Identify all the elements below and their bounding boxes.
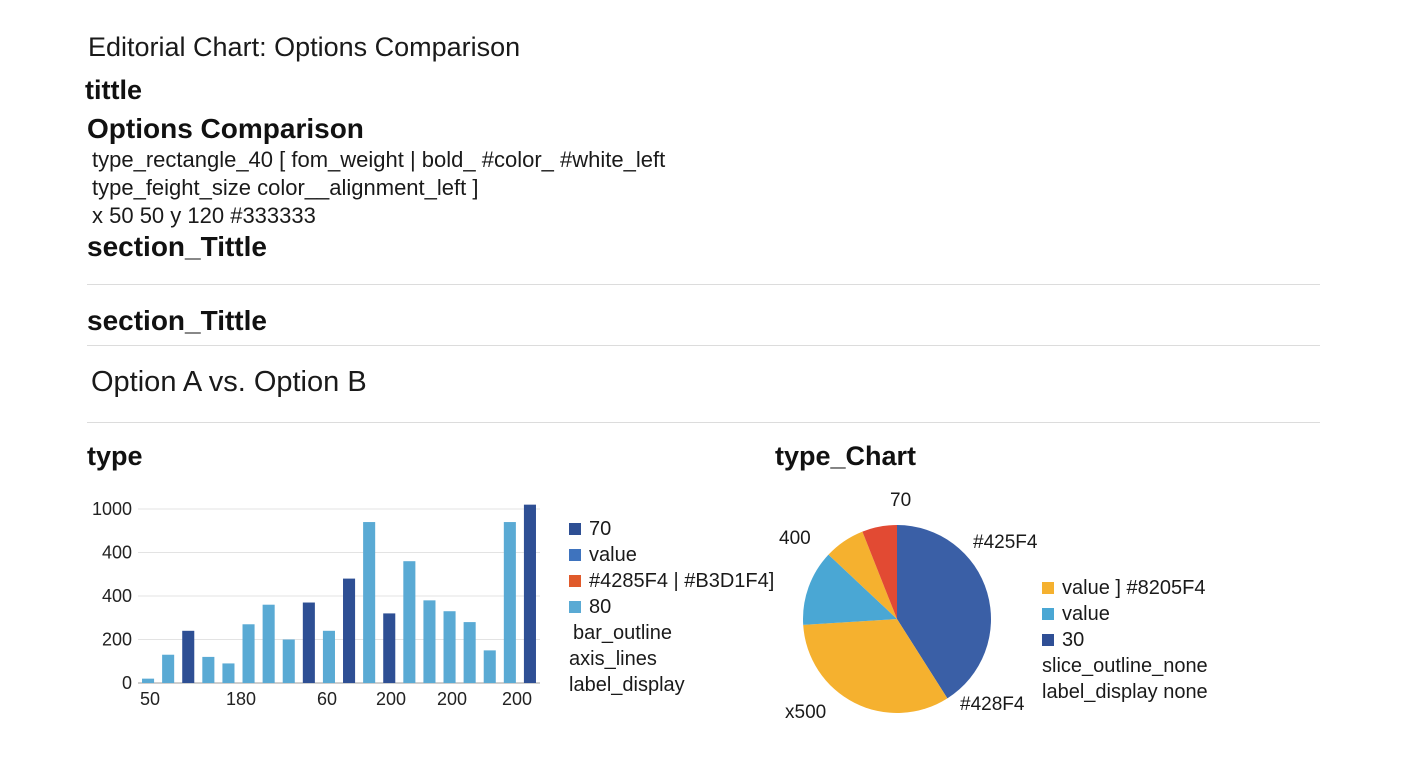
bar <box>363 522 376 683</box>
x-tick-label: 50 <box>140 689 160 709</box>
bar <box>202 656 215 683</box>
divider <box>87 284 1320 285</box>
legend-note: axis_lines <box>569 648 657 670</box>
legend-note: bar_outline <box>573 622 672 644</box>
bar <box>322 630 335 683</box>
legend-label: value ] #8205F4 <box>1062 577 1206 599</box>
bar <box>403 561 416 683</box>
pie-label: x500 <box>785 702 827 723</box>
y-tick-label: 400 <box>102 586 132 606</box>
legend-note: slice_outline_none <box>1042 655 1208 677</box>
bar <box>182 630 195 683</box>
main-title: Options Comparison <box>87 113 364 144</box>
legend-note: label_display none <box>1042 681 1208 703</box>
legend-item: value ] #8205F4 <box>1042 575 1208 601</box>
legend-swatch <box>1042 582 1054 594</box>
legend-item: 30 <box>1042 627 1208 653</box>
pie-slice <box>862 525 897 619</box>
section-title: section_Tittle <box>87 305 267 336</box>
y-tick-label: 200 <box>102 630 132 650</box>
bar <box>282 639 295 683</box>
header-title: Editorial Chart: Options Comparison <box>88 32 521 62</box>
legend-label: value <box>1062 603 1110 625</box>
legend-swatch <box>569 549 581 561</box>
bar <box>503 522 516 683</box>
legend-note: label_display <box>569 674 685 696</box>
bar <box>142 678 155 683</box>
legend-item: 80 <box>569 594 774 620</box>
legend-item: value <box>569 542 774 568</box>
bar <box>443 611 456 683</box>
pie-chart-heading: type_Chart <box>775 441 917 471</box>
legend-swatch <box>569 523 581 535</box>
legend-label: 80 <box>589 596 612 618</box>
pie-label: 70 <box>890 490 912 511</box>
pie-label: #428F4 <box>960 694 1025 715</box>
spec-line: type_rectangle_40 [ fom_weight | bold_ #… <box>92 147 666 172</box>
y-tick-label: 1000 <box>92 499 132 519</box>
legend-label: value <box>589 544 637 566</box>
bar <box>343 578 356 683</box>
pie-label: 400 <box>779 528 811 549</box>
bar <box>162 654 175 683</box>
section-title: section_Tittle <box>87 231 267 262</box>
bar <box>262 604 275 683</box>
pie-slice <box>803 619 948 713</box>
chart-subtitle: Option A vs. Option B <box>91 366 367 398</box>
legend-swatch <box>569 575 581 587</box>
bar <box>483 650 496 683</box>
legend-label: #4285F4 | #B3D1F4] <box>589 570 775 592</box>
legend-label: 70 <box>589 518 612 540</box>
pie-slice <box>897 525 991 699</box>
x-tick-label: 200 <box>437 689 467 709</box>
bar-legend: 70 value #4285F4 | #B3D1F4] 80 bar_outli… <box>569 516 774 698</box>
bar <box>463 622 476 683</box>
x-tick-label: 180 <box>226 689 256 709</box>
pie-legend: value ] #8205F4 value 30 slice_outline_n… <box>1042 575 1208 705</box>
bar <box>222 663 235 683</box>
legend-label: 30 <box>1062 629 1085 651</box>
divider <box>87 345 1320 346</box>
divider <box>87 422 1320 423</box>
label-tittle: tittle <box>85 75 142 105</box>
x-tick-label: 200 <box>502 689 532 709</box>
legend-swatch <box>569 601 581 613</box>
y-tick-label: 400 <box>102 543 132 563</box>
spec-line: x 50 50 y 120 #333333 <box>92 203 316 228</box>
spec-line: type_feight_size color__alignment_left ] <box>92 175 479 200</box>
pie-slice <box>803 554 897 625</box>
legend-swatch <box>1042 608 1054 620</box>
x-tick-label: 200 <box>376 689 406 709</box>
bar <box>302 602 315 683</box>
bar-chart-heading: type <box>87 441 143 471</box>
legend-item: 70 <box>569 516 774 542</box>
pie-chart <box>803 525 991 713</box>
x-tick-label: 60 <box>317 689 337 709</box>
bar <box>383 613 396 683</box>
pie-label: #425F4 <box>973 532 1038 553</box>
legend-item: value <box>1042 601 1208 627</box>
legend-swatch <box>1042 634 1054 646</box>
pie-slice <box>828 531 897 619</box>
y-tick-label: 0 <box>122 673 132 693</box>
legend-item: #4285F4 | #B3D1F4] <box>569 568 774 594</box>
bar <box>242 624 255 683</box>
bar-chart: 0 200 400 400 1000 50 180 60 200 200 200 <box>92 499 540 709</box>
bar <box>523 504 536 683</box>
bar <box>423 600 436 683</box>
